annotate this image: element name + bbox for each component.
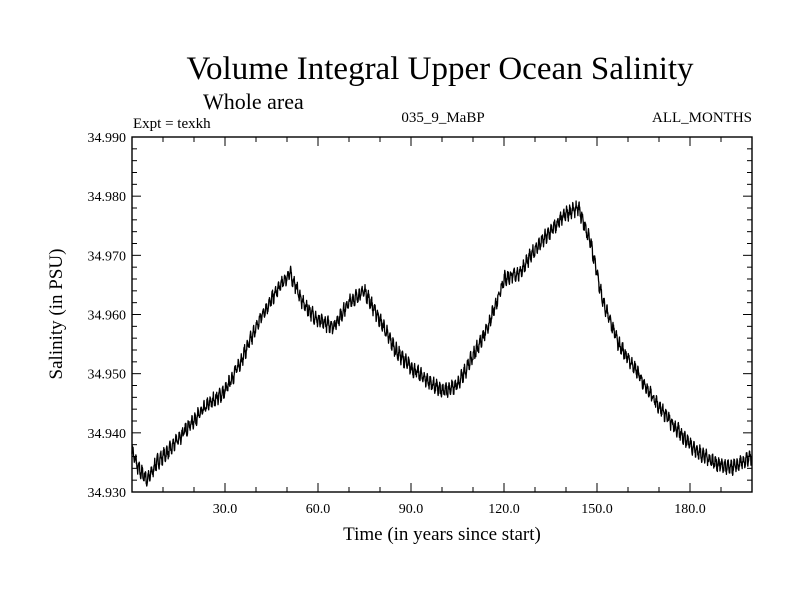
axis-ticks: 34.930 34.940 34.950 34.960 34.970 34.980 34.9…	[88, 131, 753, 517]
y-tick-label: 34.940	[88, 427, 127, 442]
x-tick-label: 30.0	[213, 502, 238, 517]
x-tick-label: 60.0	[306, 502, 331, 517]
x-axis-label: Time (in years since start)	[343, 524, 541, 545]
y-tick-label: 34.960	[88, 309, 127, 324]
plot-frame	[131, 136, 753, 493]
x-tick-label: 90.0	[399, 502, 424, 517]
y-tick-label: 34.990	[88, 131, 127, 146]
y-tick-label: 34.950	[88, 368, 127, 383]
y-tick-label: 34.980	[88, 190, 127, 205]
x-tick-label: 180.0	[674, 502, 706, 517]
y-axis-label: Salinity (in PSU)	[46, 249, 67, 380]
experiment-label: Expt = texkh	[133, 116, 211, 132]
x-tick-label: 120.0	[488, 502, 520, 517]
chart-subtitle: Whole area	[203, 89, 304, 114]
run-label: 035_9_MaBP	[401, 110, 484, 126]
y-tick-label: 34.930	[88, 486, 127, 501]
series-layer	[131, 200, 753, 487]
months-label: ALL_MONTHS	[652, 110, 752, 126]
chart-title: Volume Integral Upper Ocean Salinity	[186, 51, 694, 87]
y-tick-label: 34.970	[88, 249, 127, 264]
series-line-salinity	[131, 200, 753, 487]
x-tick-label: 150.0	[581, 502, 613, 517]
